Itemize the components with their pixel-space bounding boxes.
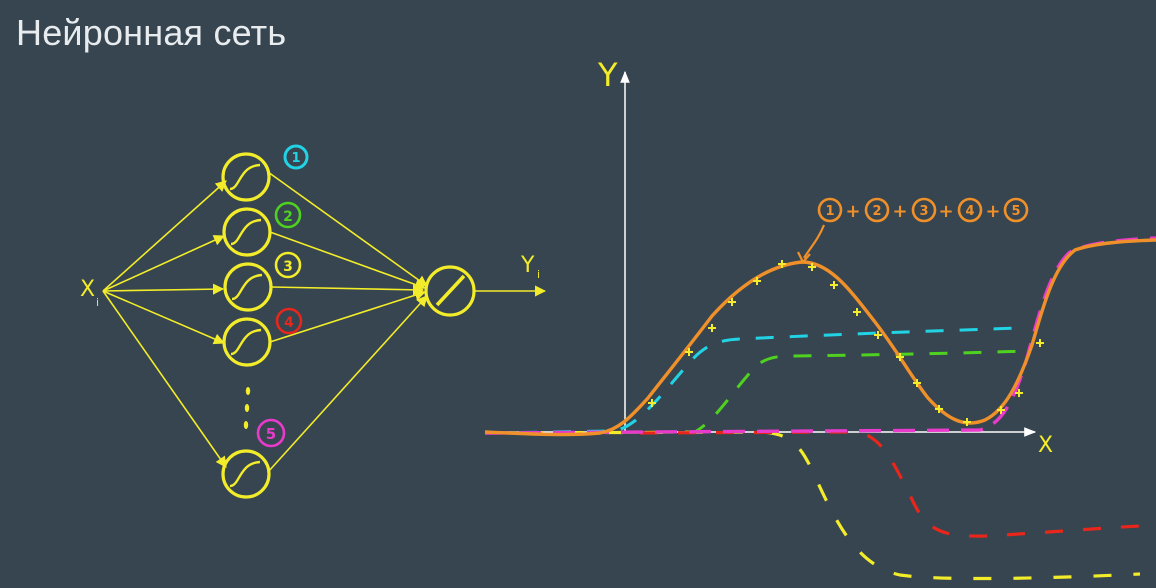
neural-network (102, 171, 547, 473)
sum-plus-2: + (892, 201, 907, 222)
plus-marker (935, 405, 943, 413)
plus-marker (1015, 389, 1023, 397)
neuron-badge-2: 2 (274, 201, 302, 229)
neuron-number-5: 5 (266, 425, 276, 443)
ellipsis-dots (243, 387, 251, 429)
output-neuron (424, 265, 476, 317)
sum-term-2: 2 (872, 204, 881, 219)
sum-plus-4: + (985, 201, 1000, 222)
curve-neuron-3 (484, 430, 1141, 581)
edge-n5-output (267, 295, 428, 473)
plus-marker (853, 308, 861, 316)
neuron-2 (222, 207, 272, 257)
plus-marker (685, 348, 693, 356)
sum-plus-3: + (938, 201, 953, 222)
plus-marker (648, 399, 656, 407)
plus-marker (874, 331, 882, 339)
plus-marker (708, 324, 716, 332)
curve-sum (484, 238, 1156, 437)
sum-term-5: 5 (1011, 204, 1020, 219)
neuron-number-1: 1 (291, 151, 300, 166)
neuron-badge-4: 4 (275, 307, 303, 335)
output-label: Y (520, 253, 535, 278)
neuron-number-3: 3 (283, 259, 293, 275)
plus-marker (997, 406, 1005, 414)
neuron-badge-5: 5 (256, 418, 286, 448)
edge-n2-output (269, 231, 427, 290)
y-axis-label: Y (597, 56, 618, 94)
edge-n3-output (270, 284, 425, 296)
plus-marker (778, 260, 786, 268)
plus-marker (913, 379, 921, 387)
input-subscript: i (96, 296, 99, 309)
neuron-5 (221, 449, 271, 499)
neuron-number-2: 2 (283, 209, 293, 225)
sum-term-1: 1 (825, 204, 834, 219)
edge-input-n4 (102, 290, 226, 345)
plus-marker (753, 277, 761, 285)
input-label: X (80, 277, 95, 302)
edge-n4-output (269, 289, 427, 343)
plus-marker (808, 263, 816, 271)
neuron-1 (221, 152, 271, 202)
edge-n1-output (267, 171, 428, 287)
plus-marker (830, 281, 838, 289)
neuron-4 (222, 317, 272, 367)
neuron-badge-3: 3 (274, 251, 302, 279)
function-plot: Y X (484, 56, 1156, 581)
plus-marker (728, 298, 736, 306)
edge-input-n2 (102, 235, 226, 292)
curve-neuron-2 (484, 349, 1026, 435)
output-subscript: i (537, 268, 540, 281)
sum-markers (648, 260, 1044, 426)
neuron-number-4: 4 (284, 315, 294, 331)
page-title: Нейронная сеть (16, 12, 287, 53)
edge-input-n5 (102, 290, 227, 468)
sum-plus-1: + (845, 201, 860, 222)
sum-term-3: 3 (919, 204, 928, 219)
plus-marker (963, 418, 971, 426)
sum-term-4: 4 (965, 204, 974, 219)
curve-neuron-4 (639, 430, 1141, 538)
x-axis-label: X (1038, 433, 1053, 458)
plus-marker (1036, 339, 1044, 347)
sum-annotation: 1 + 2 + 3 + 4 + 5 (797, 197, 1029, 264)
plus-marker (896, 353, 904, 361)
neuron-3 (223, 262, 273, 312)
edge-input-n3 (102, 283, 225, 295)
curve-neuron-1 (484, 326, 1021, 435)
edge-input-n1 (102, 180, 227, 292)
neuron-badge-1: 1 (283, 144, 309, 170)
